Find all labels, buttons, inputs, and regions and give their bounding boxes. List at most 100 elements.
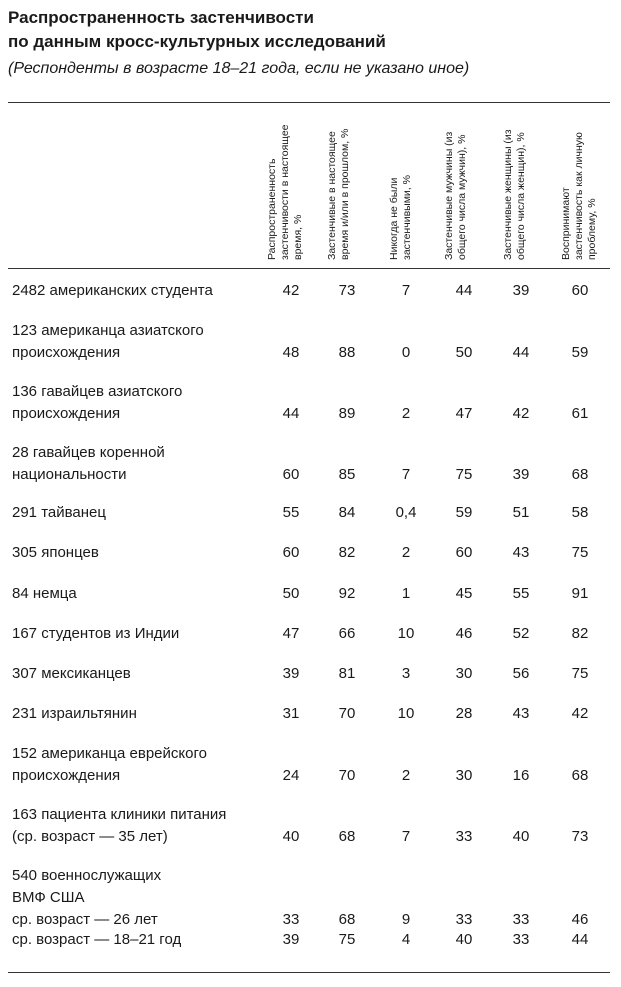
- table-cell: 2: [401, 405, 411, 422]
- table-cell: 42: [282, 282, 300, 299]
- bottom-rule: [8, 972, 610, 973]
- table-cell: 50: [455, 344, 473, 361]
- column-header-1: Распространенность застенчивости в насто…: [266, 124, 304, 260]
- table-cell: 84: [338, 504, 356, 521]
- table-cell: 75: [571, 544, 589, 561]
- table-cell: 39: [282, 931, 300, 948]
- table-cell: 73: [571, 828, 589, 845]
- table-cell: 51: [512, 504, 530, 521]
- row-label-line: 84 немца: [12, 585, 77, 602]
- column-header-5: Застенчивые женщины (из общего числа жен…: [502, 129, 527, 260]
- table-cell: 4: [401, 931, 411, 948]
- column-header-6: Воспринимают застенчивость как личную пр…: [560, 132, 598, 260]
- row-label: 540 военнослужащих ВМФ США: [12, 865, 262, 909]
- row-label: 152 американца еврейского происхождения: [12, 743, 262, 787]
- row-label-line: 167 студентов из Индии: [12, 625, 180, 642]
- table-cell: 59: [455, 504, 473, 521]
- table-cell: 55: [512, 585, 530, 602]
- table-cell: 39: [282, 665, 300, 682]
- table-cell: 39: [512, 282, 530, 299]
- table-cell: 55: [282, 504, 300, 521]
- table-cell: 68: [571, 466, 589, 483]
- row-label: 123 американца азиатского происхождения: [12, 320, 262, 364]
- table-cell: 42: [512, 405, 530, 422]
- table-cell: 66: [338, 625, 356, 642]
- table-cell: 33: [512, 911, 530, 928]
- table-cell: 33: [455, 911, 473, 928]
- table-cell: 44: [571, 931, 589, 948]
- table-cell: 28: [455, 705, 473, 722]
- table-cell: 70: [338, 767, 356, 784]
- table-cell: 75: [571, 665, 589, 682]
- table-cell: 40: [282, 828, 300, 845]
- table-cell: 30: [455, 665, 473, 682]
- row-label-line: национальности: [12, 466, 127, 483]
- table-cell: 33: [282, 911, 300, 928]
- table-cell: 75: [455, 466, 473, 483]
- table-title: Распространенность застенчивости по данн…: [8, 6, 613, 54]
- table-cell: 3: [401, 665, 411, 682]
- sub-row-label: ср. возраст — 26 лет: [12, 911, 158, 928]
- row-label-line: 307 мексиканцев: [12, 665, 131, 682]
- table-cell: 7: [401, 466, 411, 483]
- table-cell: 0: [401, 344, 411, 361]
- column-header-3: Никогда не были застенчивыми, %: [388, 175, 413, 260]
- table-cell: 0,4: [395, 504, 417, 521]
- table-cell: 33: [455, 828, 473, 845]
- table-cell: 33: [512, 931, 530, 948]
- row-label-line: 2482 американских студента: [12, 282, 213, 299]
- table-cell: 73: [338, 282, 356, 299]
- row-label-line: 28 гавайцев коренной: [12, 444, 165, 461]
- column-header-2: Застенчивые в настоящее время и/или в пр…: [326, 128, 351, 260]
- row-label-line: 305 японцев: [12, 544, 99, 561]
- table-cell: 56: [512, 665, 530, 682]
- title-line-2: по данным кросс-культурных исследований: [8, 32, 386, 51]
- table-cell: 47: [455, 405, 473, 422]
- table-cell: 60: [282, 466, 300, 483]
- table-cell: 46: [455, 625, 473, 642]
- table-cell: 70: [338, 705, 356, 722]
- row-label: 2482 американских студента: [12, 280, 262, 302]
- row-label-line: 152 американца еврейского: [12, 745, 207, 762]
- row-label: 305 японцев: [12, 542, 262, 564]
- table-cell: 16: [512, 767, 530, 784]
- table-cell: 30: [455, 767, 473, 784]
- table-cell: 2: [401, 767, 411, 784]
- table-cell: 92: [338, 585, 356, 602]
- table-cell: 59: [571, 344, 589, 361]
- row-label-line: (ср. возраст — 35 лет): [12, 828, 168, 845]
- table-cell: 61: [571, 405, 589, 422]
- row-label-line: ВМФ США: [12, 889, 85, 906]
- table-cell: 43: [512, 705, 530, 722]
- table-cell: 39: [512, 466, 530, 483]
- table-cell: 31: [282, 705, 300, 722]
- row-label: 136 гавайцев азиатского происхождения: [12, 381, 262, 425]
- table-cell: 91: [571, 585, 589, 602]
- table-cell: 68: [571, 767, 589, 784]
- row-label: 231 израильтянин: [12, 703, 262, 725]
- row-label-line: происхождения: [12, 767, 121, 784]
- table-cell: 44: [455, 282, 473, 299]
- row-label: 163 пациента клиники питания (ср. возраст…: [12, 804, 262, 848]
- table-cell: 52: [512, 625, 530, 642]
- table-cell: 50: [282, 585, 300, 602]
- row-label: 84 немца: [12, 583, 262, 605]
- sub-row-label: ср. возраст — 18–21 год: [12, 931, 182, 948]
- table-cell: 75: [338, 931, 356, 948]
- table-cell: 85: [338, 466, 356, 483]
- table-cell: 60: [571, 282, 589, 299]
- table-cell: 45: [455, 585, 473, 602]
- row-label-line: 231 израильтянин: [12, 705, 137, 722]
- column-header-4: Застенчивые мужчины (из общего числа муж…: [443, 131, 468, 260]
- table-cell: 58: [571, 504, 589, 521]
- table-cell: 46: [571, 911, 589, 928]
- table-cell: 24: [282, 767, 300, 784]
- table-cell: 47: [282, 625, 300, 642]
- table-cell: 40: [512, 828, 530, 845]
- row-label: 167 студентов из Индии: [12, 623, 262, 645]
- table-cell: 68: [338, 911, 356, 928]
- table-cell: 68: [338, 828, 356, 845]
- table-cell: 60: [282, 544, 300, 561]
- table-cell: 10: [397, 705, 415, 722]
- table-cell: 7: [401, 828, 411, 845]
